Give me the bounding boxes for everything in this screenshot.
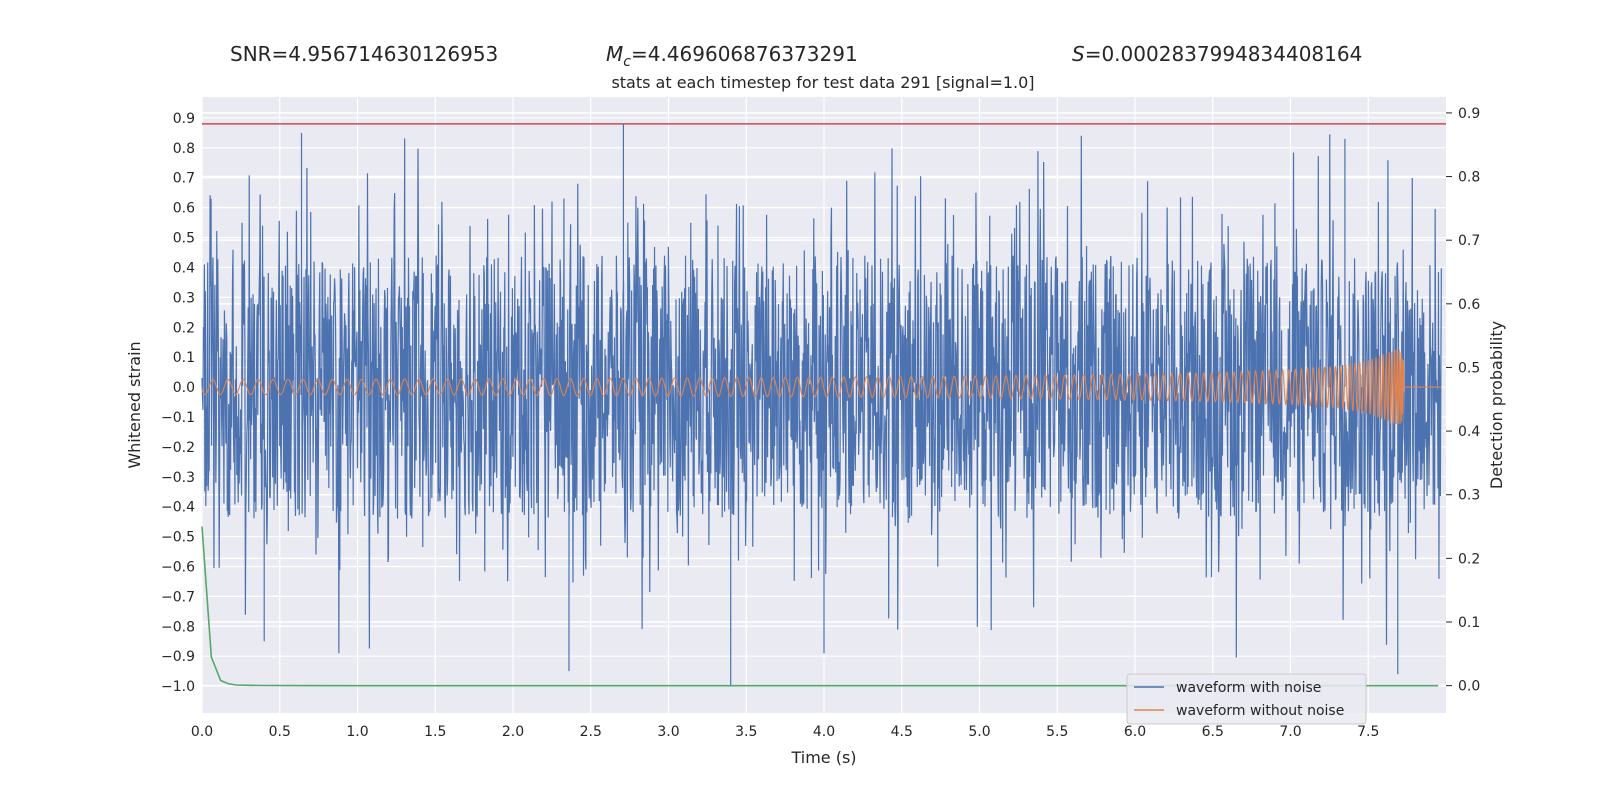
x-tick-label: 2.0 bbox=[502, 724, 524, 740]
series-waveform-with-noise bbox=[201, 123, 1442, 687]
chart-title: stats at each timestep for test data 291… bbox=[611, 73, 1034, 92]
x-tick-label: 7.0 bbox=[1279, 724, 1301, 740]
y-right-tick-label: 0.5 bbox=[1458, 360, 1480, 376]
x-tick-label: 4.5 bbox=[891, 724, 913, 740]
series-detection-probability bbox=[201, 526, 1439, 687]
chirp-mass-symbol: M bbox=[606, 42, 623, 66]
y-tick-label: 0.4 bbox=[173, 260, 195, 276]
y-right-tick-label: 0.6 bbox=[1458, 297, 1480, 313]
x-tick-label: 1.0 bbox=[346, 724, 368, 740]
x-axis-label: Time (s) bbox=[790, 748, 856, 767]
y-tick-label: −0.4 bbox=[161, 500, 195, 516]
series-waveform-without-noise bbox=[201, 349, 1442, 425]
x-tick-label: 1.5 bbox=[424, 724, 446, 740]
y-tick-label: 0.5 bbox=[173, 231, 195, 247]
x-tick-label: 3.0 bbox=[657, 724, 679, 740]
y-right-tick-label: 0.9 bbox=[1458, 106, 1480, 122]
y-tick-label: −1.0 bbox=[161, 679, 195, 695]
y-right-tick-label: 0.7 bbox=[1458, 233, 1480, 249]
x-tick-label: 5.5 bbox=[1046, 724, 1068, 740]
y-right-tick-labels: 0.9 0.8 0.7 0.6 0.5 0.4 0.3 0.2 0.1 0.0 bbox=[1458, 106, 1480, 695]
y-right-tick-label: 0.4 bbox=[1458, 424, 1480, 440]
x-tick-label: 0.0 bbox=[191, 724, 213, 740]
x-tick-labels: 0.0 0.5 1.0 1.5 2.0 2.5 3.0 3.5 4.0 4.5 5.0 5.5 6.0 6… bbox=[191, 724, 1380, 740]
y-tick-label: −0.1 bbox=[161, 410, 195, 426]
y-tick-label: −0.9 bbox=[161, 649, 195, 665]
y-tick-label: −0.8 bbox=[161, 619, 195, 635]
y-tick-label: 0.1 bbox=[173, 350, 195, 366]
y-tick-label: −0.7 bbox=[161, 589, 195, 605]
legend-label-clean: waveform without noise bbox=[1176, 703, 1344, 719]
y-right-tick-label: 0.2 bbox=[1458, 551, 1480, 567]
y-tick-label: −0.3 bbox=[161, 470, 195, 486]
x-tick-label: 5.0 bbox=[968, 724, 990, 740]
chirp-mass-subscript: c bbox=[623, 54, 631, 70]
y-axis-label: Whitened strain bbox=[125, 341, 144, 468]
legend-box bbox=[1126, 673, 1367, 725]
x-tick-label: 4.0 bbox=[813, 724, 835, 740]
y-axis-right-label: Detection probability bbox=[1487, 321, 1506, 489]
s-stat-label: S=0.0002837994834408164 bbox=[1072, 42, 1362, 66]
y-right-tick-label: 0.0 bbox=[1458, 679, 1480, 695]
y-tick-label: 0.8 bbox=[173, 141, 195, 157]
snr-label: SNR=4.956714630126953 bbox=[230, 42, 498, 66]
x-tick-label: 3.5 bbox=[735, 724, 757, 740]
chirp-mass-label: Mc=4.469606876373291 bbox=[606, 42, 858, 70]
legend: waveform with noise waveform without noi… bbox=[1126, 673, 1367, 725]
x-tick-label: 2.5 bbox=[580, 724, 602, 740]
y-tick-label: 0.6 bbox=[173, 201, 195, 217]
y-tick-label: 0.0 bbox=[173, 380, 195, 396]
x-tick-label: 0.5 bbox=[269, 724, 291, 740]
y-tick-label: 0.9 bbox=[173, 111, 195, 127]
legend-label-noisy: waveform with noise bbox=[1176, 680, 1321, 696]
y-tick-labels: 0.9 0.8 0.7 0.6 0.5 0.4 0.3 0.2 0.1 0.0 −0.1 −0.2 −0… bbox=[161, 111, 195, 695]
chirp-mass-value: =4.469606876373291 bbox=[631, 42, 858, 66]
x-tick-label: 6.5 bbox=[1202, 724, 1224, 740]
x-tick-label: 7.5 bbox=[1357, 724, 1379, 740]
y-right-tick-label: 0.3 bbox=[1458, 488, 1480, 504]
x-tick-label: 6.0 bbox=[1124, 724, 1146, 740]
y-right-tick-label: 0.8 bbox=[1458, 170, 1480, 186]
s-stat-value: =0.0002837994834408164 bbox=[1085, 42, 1363, 66]
y-right-tick-label: 0.1 bbox=[1458, 615, 1480, 631]
y-tick-label: 0.3 bbox=[173, 290, 195, 306]
y-tick-label: −0.2 bbox=[161, 440, 195, 456]
y-tick-label: −0.6 bbox=[161, 559, 195, 575]
y-tick-label: 0.7 bbox=[173, 171, 195, 187]
y-tick-label: 0.2 bbox=[173, 320, 195, 336]
y-tick-label: −0.5 bbox=[161, 530, 195, 546]
s-stat-symbol: S bbox=[1072, 42, 1085, 66]
